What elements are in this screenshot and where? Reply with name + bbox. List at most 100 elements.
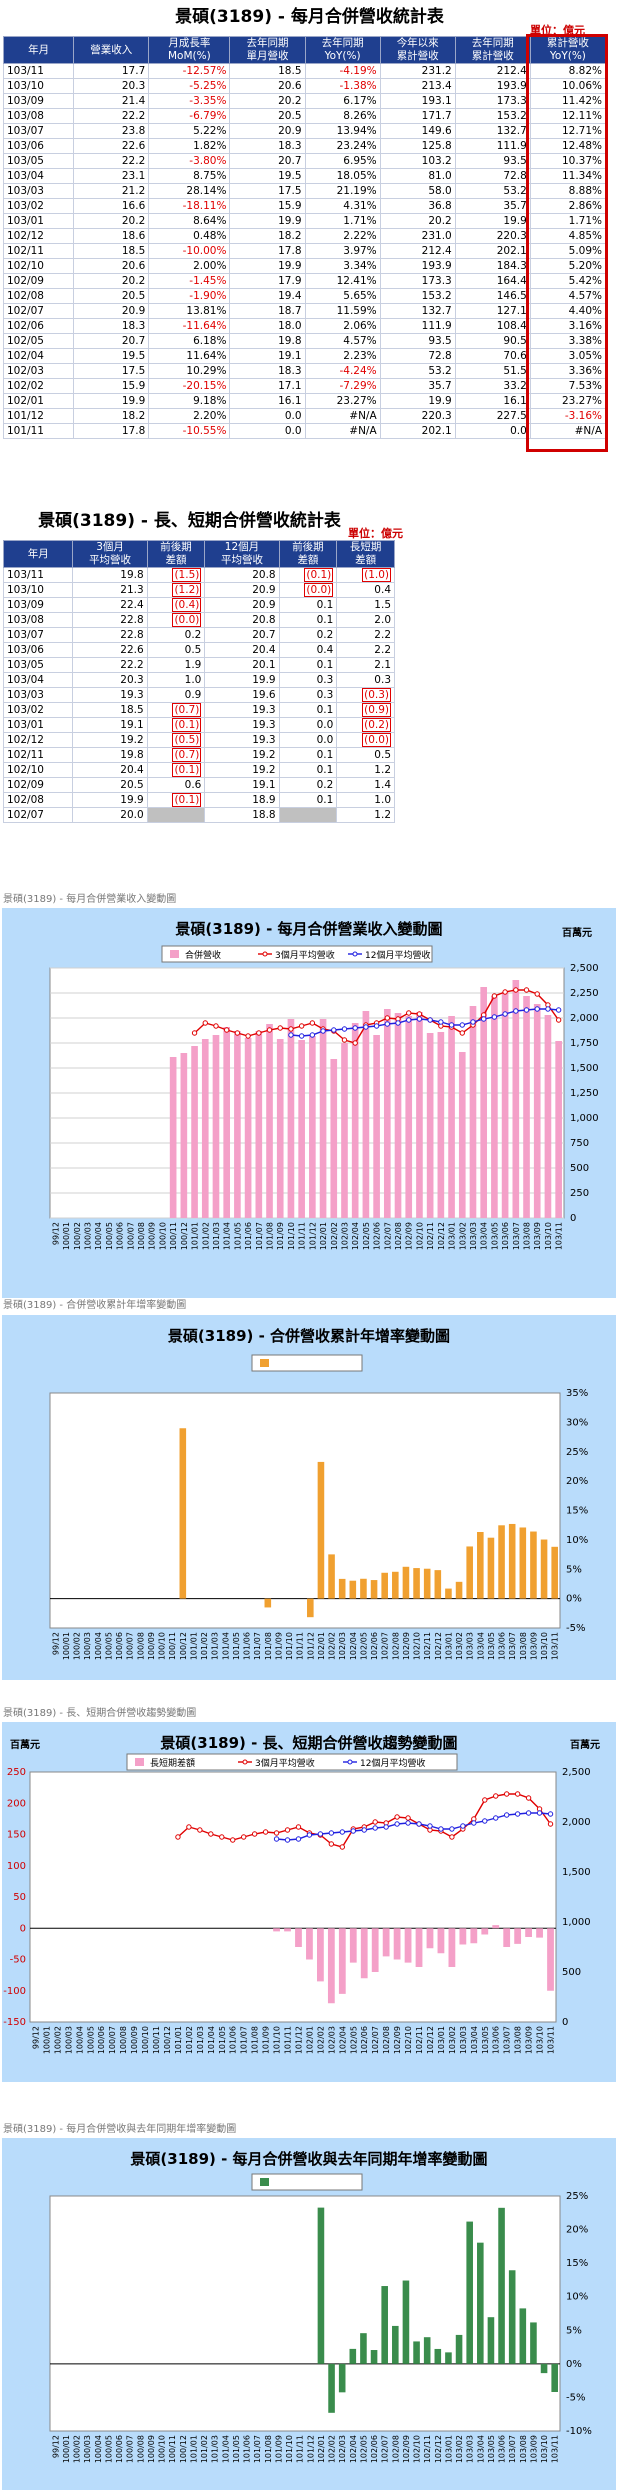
- table-header-row: 年月 營業收入 月成長率 MoM(%) 去年同期 單月營收 去年同期 YoY(%) 今年以…: [2, 36, 607, 64]
- negative-value: (0.1): [304, 567, 334, 582]
- data-bar: [434, 1570, 442, 1599]
- table-cell: #N/A: [304, 408, 381, 424]
- x-tick-label: 102/08: [391, 2435, 400, 2463]
- data-point: [339, 1844, 346, 1850]
- data-bar: [180, 1053, 188, 1218]
- table-cell: 0.6: [146, 777, 206, 793]
- x-tick-label: 102/05: [349, 2026, 358, 2054]
- table-row: 103/11 17.7 -12.57% 18.5 -4.19% 231.2 212.4 8.8…: [2, 63, 607, 79]
- x-tick-label: 103/09: [525, 2026, 534, 2054]
- x-tick-label: 100/06: [115, 2435, 124, 2463]
- table-cell: 18.0: [229, 318, 306, 334]
- table-cell: 72.8: [454, 168, 531, 184]
- data-point: [555, 1007, 562, 1013]
- x-tick-label: 100/11: [168, 2435, 177, 2463]
- table-cell: 22.2: [73, 108, 150, 124]
- data-bar: [525, 1928, 533, 1937]
- table-cell: 220.3: [454, 228, 531, 244]
- data-bar: [470, 1928, 478, 1944]
- x-tick-label: 103/07: [512, 1222, 521, 1250]
- y-tick-label: 15%: [566, 2258, 588, 2269]
- data-bar: [276, 1039, 284, 1218]
- table-cell: 20.5: [73, 288, 150, 304]
- data-point: [234, 1030, 241, 1036]
- table-cell: (0.0): [336, 732, 395, 748]
- data-bar: [530, 2322, 537, 2364]
- data-bar: [487, 1537, 495, 1599]
- table-cell: 103/10: [2, 78, 75, 94]
- table-cell: 102/05: [2, 333, 75, 349]
- data-bar: [349, 1580, 357, 1599]
- negative-value: (0.0): [362, 732, 391, 747]
- table-cell: (0.0): [146, 612, 206, 628]
- x-tick-label: 102/09: [402, 2435, 411, 2463]
- x-tick-label: 102/02: [328, 1632, 337, 1660]
- table-cell: 21.2: [73, 183, 150, 199]
- data-bar: [383, 1009, 391, 1218]
- x-tick-label: 103/06: [492, 2026, 501, 2054]
- data-bar: [426, 1033, 434, 1218]
- x-tick-label: 100/02: [73, 1222, 82, 1250]
- table-cell: 18.2: [229, 228, 306, 244]
- table-cell: 2.0: [336, 612, 395, 628]
- data-bar: [360, 2333, 367, 2364]
- y-tick-label-left: 200: [7, 1798, 26, 1809]
- table-cell: 0.1: [278, 792, 338, 808]
- x-tick-label: 102/11: [426, 1222, 435, 1250]
- x-tick-label: 103/10: [544, 1222, 553, 1250]
- x-tick-label: 102/12: [434, 2435, 443, 2463]
- x-tick-label: 101/12: [306, 2435, 315, 2463]
- x-tick-label: 102/03: [340, 1222, 349, 1250]
- x-tick-label: 100/04: [94, 2435, 103, 2463]
- data-point: [288, 1032, 294, 1038]
- x-tick-label: 100/05: [105, 1222, 114, 1250]
- table-cell: 19.9: [72, 792, 148, 808]
- table-cell: 19.3: [204, 717, 280, 733]
- x-tick-label: 102/10: [404, 2026, 413, 2054]
- table2-unit: 單位：億元: [348, 527, 403, 540]
- data-point: [309, 1020, 316, 1026]
- data-point: [547, 1821, 554, 1827]
- x-tick-label: 103/01: [448, 1222, 457, 1250]
- y-tick-label: 250: [570, 1188, 589, 1199]
- data-point: [373, 1023, 380, 1029]
- x-tick-label: 101/02: [201, 1222, 210, 1250]
- data-bar: [508, 2270, 516, 2364]
- data-bar: [306, 1928, 313, 1960]
- table-cell: 0.9: [146, 687, 206, 703]
- table-cell: 8.75%: [148, 168, 231, 184]
- table-cell: 22.2: [73, 153, 150, 169]
- table-cell: -18.11%: [148, 198, 231, 214]
- data-point: [230, 1837, 236, 1843]
- table-cell: 22.8: [72, 627, 148, 643]
- table-cell: 8.26%: [304, 108, 381, 124]
- table-cell: 20.4: [204, 642, 280, 658]
- table-cell: 103/03: [2, 183, 75, 199]
- x-tick-label: 100/08: [137, 1222, 146, 1250]
- table-cell: 20.7: [73, 333, 150, 349]
- table-cell: 0.1: [278, 747, 338, 763]
- x-tick-label: 103/07: [508, 2435, 517, 2463]
- data-bar: [530, 1531, 537, 1599]
- legend-label: 合併營收: [185, 949, 221, 961]
- table-cell: 111.9: [454, 138, 531, 154]
- x-tick-label: 101/06: [243, 2435, 252, 2463]
- table-row: 102/12 19.2 (0.5) 19.3 0.0 (0.0): [2, 732, 395, 748]
- y-tick-label-left: -150: [3, 2017, 26, 2028]
- table-cell: (0.2): [336, 717, 395, 733]
- data-bar: [287, 1019, 295, 1218]
- table2-title: 景碩(3189) - 長、短期合併營收統計表: [38, 511, 341, 531]
- table-cell: 103/01: [2, 717, 74, 733]
- data-point: [273, 1830, 280, 1836]
- table-cell: (0.1): [146, 762, 206, 778]
- x-tick-label: 99/12: [51, 2435, 60, 2458]
- negative-value: (0.2): [362, 717, 391, 732]
- data-bar: [519, 1527, 527, 1599]
- table-cell: 102/08: [2, 792, 74, 808]
- table-cell: 102/12: [2, 732, 74, 748]
- x-tick-label: 103/05: [481, 2026, 490, 2054]
- data-bar: [273, 1928, 280, 1932]
- column-header: 年月: [2, 36, 75, 64]
- data-point: [460, 1823, 466, 1829]
- x-tick-label: 101/01: [189, 1632, 198, 1660]
